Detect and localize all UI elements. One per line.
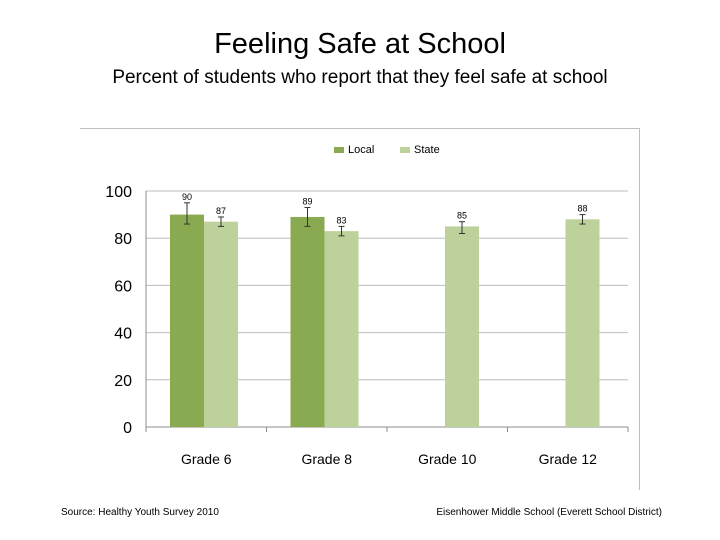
source-note: Source: Healthy Youth Survey 2010 [61, 507, 219, 518]
slide-title: Feeling Safe at School [214, 28, 506, 60]
y-tick-label-0: 0 [123, 420, 132, 437]
data-label-local-1: 90 [182, 192, 192, 202]
y-tick-label-20: 20 [114, 373, 132, 390]
data-label-local-2: 89 [302, 197, 312, 207]
x-tick-label-grade-8: Grade 8 [301, 451, 352, 467]
x-tick-label-grade-6: Grade 6 [181, 451, 232, 467]
y-tick-label-100: 100 [105, 184, 132, 201]
bar-state-3 [445, 226, 479, 427]
x-tick-label-grade-10: Grade 10 [418, 451, 477, 467]
bar-state-1 [204, 221, 238, 427]
data-label-state-1: 87 [216, 206, 226, 216]
x-tick-label-grade-12: Grade 12 [539, 451, 598, 467]
y-tick-label-40: 40 [114, 326, 132, 343]
data-label-state-4: 88 [577, 204, 587, 214]
data-label-state-2: 83 [336, 215, 346, 225]
legend-swatch-state [400, 147, 410, 153]
bar-local-2 [290, 216, 325, 427]
chart-frame: 0 20 40 60 80 100 Grade 6 Grade 8 Grade 10 Grade … [80, 128, 640, 490]
bar-state-4 [565, 219, 600, 427]
y-tick-label-60: 60 [114, 278, 132, 295]
slide-subtitle: Percent of students who report that they… [112, 67, 608, 88]
y-tick-label-80: 80 [114, 231, 132, 248]
legend-label-local: Local [348, 144, 374, 156]
data-label-state-3: 85 [457, 211, 467, 221]
bar-chart: 0 20 40 60 80 100 Grade 6 Grade 8 Grade 10 Grade … [105, 144, 629, 467]
bar-state-2 [324, 231, 359, 427]
legend-label-state: State [414, 144, 440, 156]
school-name: Eisenhower Middle School (Everett School… [436, 507, 662, 518]
bar-local-1 [170, 214, 204, 427]
legend-swatch-local [334, 147, 344, 153]
